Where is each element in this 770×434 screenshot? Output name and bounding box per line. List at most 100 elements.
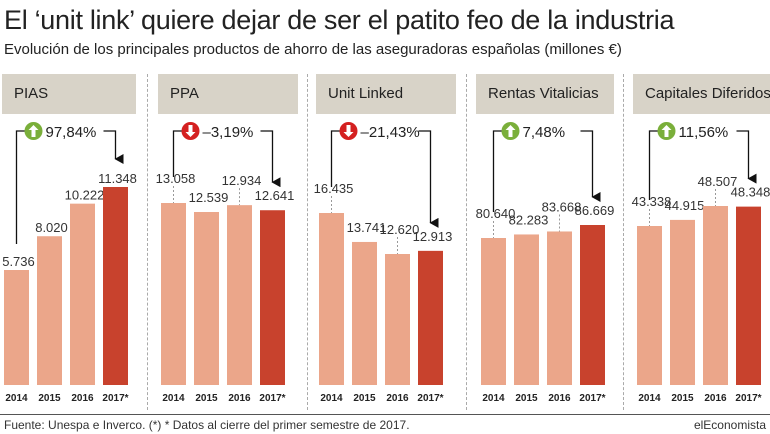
bar — [703, 206, 728, 385]
tick-label: 2014 — [5, 393, 28, 404]
bar — [385, 254, 410, 385]
value-label: 86.669 — [575, 203, 615, 218]
change-label: 7,48% — [523, 124, 566, 141]
change-arrow-line — [736, 130, 757, 184]
value-label: 82.283 — [509, 212, 549, 227]
panel-title: Unit Linked — [328, 85, 404, 102]
tick-label: 2016 — [71, 393, 94, 404]
bar — [481, 238, 506, 385]
change-arrow-line — [103, 130, 124, 164]
change-label: 11,56% — [679, 124, 729, 141]
change-arrow-line — [260, 130, 281, 188]
value-label: 13.058 — [156, 171, 196, 186]
change-label: –21,43% — [361, 124, 420, 141]
value-label: 43.338 — [632, 194, 672, 209]
footer-rule — [0, 414, 770, 415]
panel-divider — [307, 74, 308, 410]
bar — [260, 210, 285, 385]
panel-title: PIAS — [14, 85, 49, 102]
tick-label: 2016 — [228, 393, 251, 404]
tick-label: 2016 — [548, 393, 571, 404]
value-label: 5.736 — [2, 254, 35, 269]
change-arrow-line — [580, 130, 601, 202]
bar — [103, 187, 128, 385]
value-label: 11.348 — [98, 171, 137, 186]
bar — [514, 234, 539, 385]
change-label: 97,84% — [46, 124, 97, 141]
tick-label: 2017* — [417, 393, 443, 404]
panel-header-ppa: PPA — [158, 74, 298, 114]
tick-label: 2015 — [515, 393, 538, 404]
panel-divider — [623, 74, 624, 410]
value-label: 10.222 — [65, 188, 105, 203]
source-note: Fuente: Unespa e Inverco. (*) * Datos al… — [4, 418, 410, 432]
bar — [736, 206, 761, 385]
tick-label: 2014 — [320, 393, 343, 404]
tick-label: 2016 — [704, 393, 727, 404]
bar — [418, 250, 443, 385]
change-label: –3,19% — [203, 124, 254, 141]
arrow-down-glyph — [343, 125, 354, 137]
value-label: 80.640 — [476, 206, 516, 221]
panel-header-capitales-diferidos: Capitales Diferidos — [633, 74, 770, 114]
tick-label: 2014 — [162, 393, 185, 404]
tick-label: 2015 — [671, 393, 694, 404]
bar — [227, 205, 252, 385]
panel-title: Capitales Diferidos — [645, 85, 770, 102]
bar — [319, 213, 344, 385]
value-label: 48.507 — [698, 174, 738, 189]
bar — [37, 236, 62, 385]
tick-label: 2016 — [386, 393, 409, 404]
value-label: 44.915 — [665, 198, 705, 213]
panel-divider — [466, 74, 467, 410]
panel-header-rentas-vitalicias: Rentas Vitalicias — [476, 74, 614, 114]
arrow-up-glyph — [28, 125, 39, 137]
change-bracket-line — [648, 130, 660, 200]
tick-label: 2015 — [38, 393, 61, 404]
change-bracket-line — [330, 130, 342, 187]
value-label: 83.668 — [542, 199, 582, 214]
tick-label: 2017* — [579, 393, 605, 404]
value-label: 12.913 — [413, 229, 453, 244]
bar — [670, 219, 695, 385]
value-label: 13.741 — [347, 220, 387, 235]
value-label: 8.020 — [35, 220, 68, 235]
bar — [194, 212, 219, 385]
change-bracket-line — [172, 130, 184, 177]
bar — [352, 241, 377, 385]
bar — [70, 203, 95, 385]
value-label: 48.348 — [731, 185, 770, 200]
arrow-down-glyph — [185, 125, 196, 137]
change-arrow-line — [418, 130, 439, 228]
tick-label: 2015 — [195, 393, 218, 404]
tick-label: 2014 — [638, 393, 661, 404]
arrow-up-glyph — [505, 125, 516, 137]
panel-title: Rentas Vitalicias — [488, 85, 599, 102]
panel-title: PPA — [170, 85, 199, 102]
bar — [161, 203, 186, 385]
tick-label: 2017* — [735, 393, 761, 404]
bar — [580, 225, 605, 385]
tick-label: 2015 — [353, 393, 376, 404]
value-label: 12.641 — [255, 188, 295, 203]
value-label: 16.435 — [314, 181, 354, 196]
panel-header-pias: PIAS — [2, 74, 136, 114]
tick-label: 2017* — [102, 393, 128, 404]
bar — [4, 270, 29, 385]
value-label: 12.934 — [222, 173, 262, 188]
bar — [547, 231, 572, 385]
page-title: El ‘unit link’ quiere dejar de ser el pa… — [4, 5, 675, 35]
panel-divider — [147, 74, 148, 410]
tick-label: 2017* — [259, 393, 285, 404]
change-bracket-line — [492, 130, 504, 212]
page-subtitle: Evolución de los principales productos d… — [4, 41, 622, 58]
change-bracket-line — [15, 130, 27, 244]
panel-header-unit-linked: Unit Linked — [316, 74, 456, 114]
value-label: 12.620 — [380, 222, 420, 237]
bar — [637, 226, 662, 385]
arrow-up-glyph — [661, 125, 672, 137]
brand-logo-text: elEconomista — [693, 418, 766, 432]
tick-label: 2014 — [482, 393, 505, 404]
value-label: 12.539 — [189, 190, 229, 205]
